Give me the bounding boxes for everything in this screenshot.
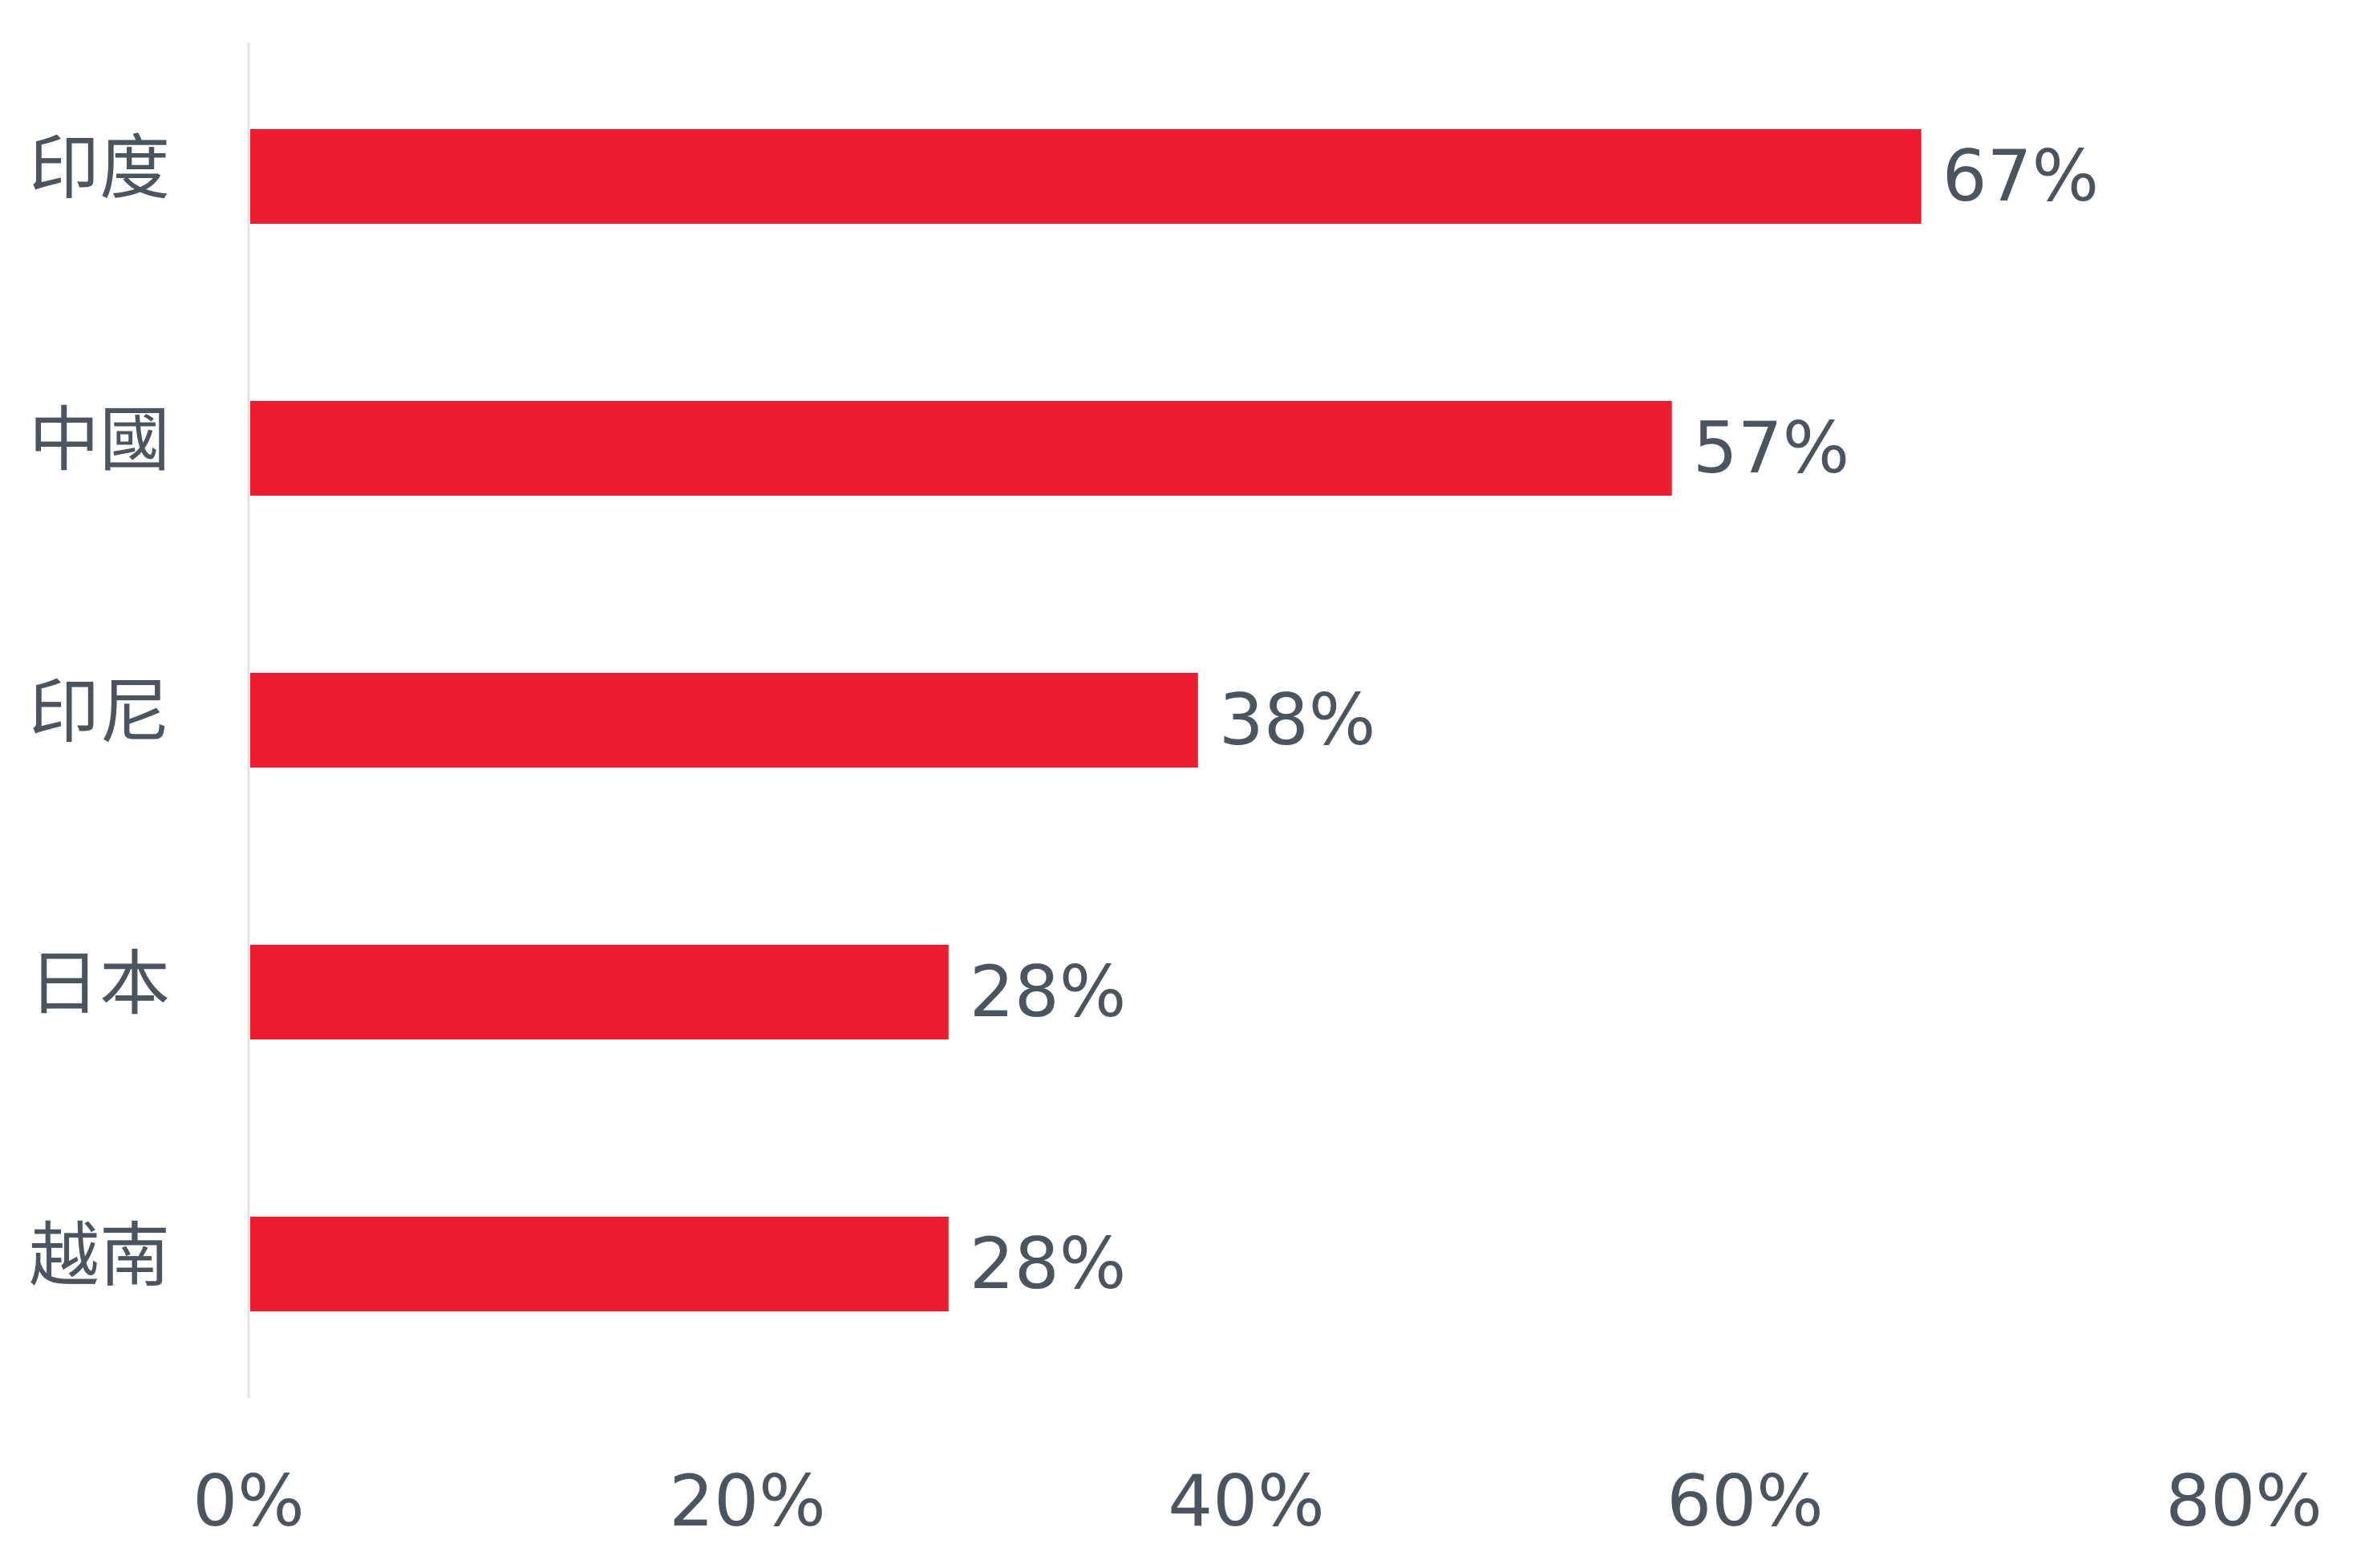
y-tick-label: 越南 [29,1214,170,1297]
y-tick-label: 印度 [29,127,170,209]
bar [250,1217,949,1311]
x-tick-label: 80% [2165,1460,2323,1542]
bar [250,129,1922,224]
bar [250,945,949,1039]
value-label: 38% [1219,679,1376,761]
x-tick-label: 20% [669,1460,826,1542]
bar [250,673,1198,768]
value-label: 57% [1693,407,1850,489]
value-label: 67% [1942,135,2100,217]
y-tick-label: 印尼 [29,671,170,753]
x-tick-label: 0% [192,1460,305,1542]
value-label: 28% [970,1222,1127,1305]
value-label: 28% [970,950,1127,1033]
bar [250,401,1672,496]
x-tick-label: 40% [1168,1460,1325,1542]
x-tick-label: 60% [1667,1460,1824,1542]
y-tick-label: 中國 [29,399,170,481]
y-tick-label: 日本 [29,942,170,1025]
